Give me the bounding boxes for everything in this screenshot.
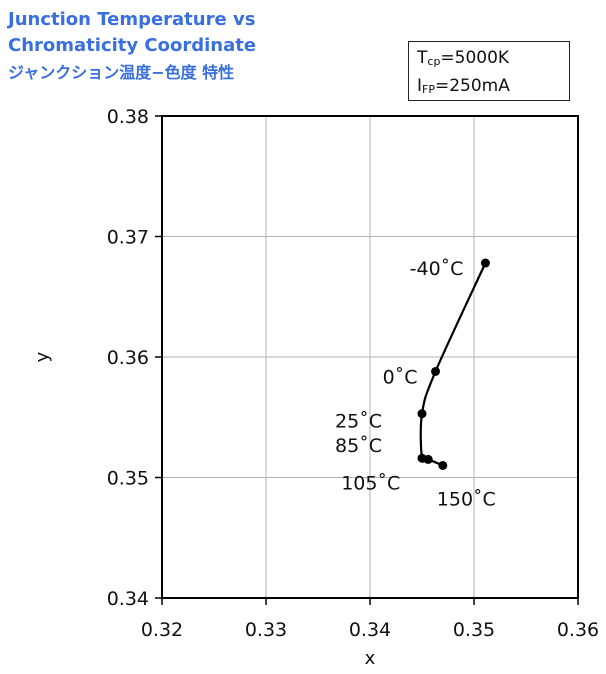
x-tick-label: 0.33 xyxy=(245,619,287,641)
grid-lines xyxy=(161,115,579,599)
x-tick-label: 0.34 xyxy=(349,619,391,641)
series-line xyxy=(419,262,487,467)
data-label: 150˚C xyxy=(437,488,496,510)
data-labels: -40˚C 0˚C 25˚C85˚C 105˚C 150˚C xyxy=(335,258,496,510)
x-tick-label: 0.32 xyxy=(141,619,183,641)
data-points xyxy=(417,258,490,470)
y-tick-label: 0.36 xyxy=(107,347,149,369)
x-tick-label: 0.36 xyxy=(557,619,599,641)
data-label: 25˚C xyxy=(335,411,382,433)
chart-title-line1: Junction Temperature vs xyxy=(8,9,256,30)
data-point xyxy=(480,258,490,268)
y-tick-label: 0.37 xyxy=(107,227,149,249)
data-label: 85˚C xyxy=(335,435,382,457)
data-point xyxy=(438,460,448,470)
y-axis-ticks: 0.34 0.35 0.36 0.37 0.38 xyxy=(107,106,162,610)
tcp-symbol: T xyxy=(417,48,428,68)
ifp-subscript: FP xyxy=(422,83,435,96)
data-label: 105˚C xyxy=(341,472,400,494)
data-label: -40˚C xyxy=(410,258,464,280)
data-point xyxy=(423,454,433,464)
tcp-subscript: cp xyxy=(427,55,441,68)
data-label: 0˚C xyxy=(383,366,418,388)
tcp-condition: Tcp=5000K xyxy=(417,46,561,74)
ifp-symbol: I xyxy=(417,76,423,96)
chart-title-line2: Chromaticity Coordinate xyxy=(8,35,257,56)
conditions-box: Tcp=5000K IFP=250mA xyxy=(408,41,570,101)
data-point xyxy=(417,409,427,419)
y-axis-label: y xyxy=(32,351,53,362)
x-axis-ticks: 0.32 0.33 0.34 0.35 0.36 xyxy=(141,598,599,641)
y-tick-label: 0.35 xyxy=(107,468,149,490)
y-tick-label: 0.34 xyxy=(107,588,149,610)
ifp-condition: IFP=250mA xyxy=(417,74,561,102)
data-point xyxy=(431,366,441,376)
y-tick-label: 0.38 xyxy=(107,106,149,128)
ifp-value: =250mA xyxy=(434,76,510,96)
chart-title-japanese: ジャンクション温度−色度 特性 xyxy=(8,63,235,82)
x-axis-label: x xyxy=(365,648,376,669)
tcp-value: =5000K xyxy=(440,48,510,68)
x-tick-label: 0.35 xyxy=(453,619,495,641)
